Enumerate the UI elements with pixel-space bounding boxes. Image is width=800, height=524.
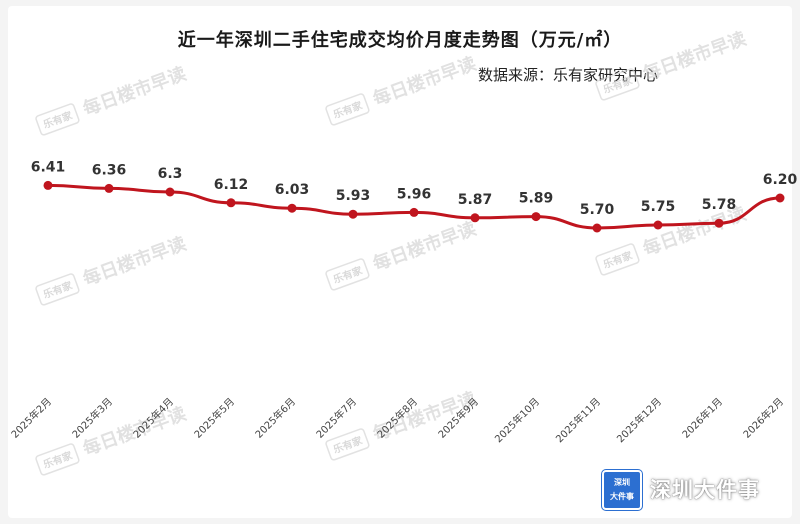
data-label: 5.87 bbox=[458, 192, 493, 208]
watermark-logo: 乐有家 bbox=[601, 73, 635, 96]
x-tick-label: 2026年2月 bbox=[740, 395, 786, 441]
data-label: 5.75 bbox=[641, 199, 676, 215]
watermark-text: 每日楼市早读 bbox=[640, 28, 749, 86]
x-tick-label: 2025年2月 bbox=[8, 395, 54, 441]
watermark-logo: 乐有家 bbox=[601, 248, 635, 271]
data-point bbox=[531, 212, 541, 222]
badge-line1: 深圳 bbox=[614, 478, 630, 487]
data-label: 5.70 bbox=[580, 202, 615, 218]
watermark-logo: 乐有家 bbox=[331, 263, 365, 286]
chart-card: 近一年深圳二手住宅成交均价月度走势图（万元/㎡） 数据来源：乐有家研究中心 bbox=[8, 6, 792, 518]
labels-layer: 6.41 6.36 6.3 6.12 6.03 5.93 5.96 5.87 5.89 5.70 5… bbox=[31, 159, 798, 218]
data-label: 6.20 bbox=[763, 172, 798, 188]
x-tick-label: 2026年1月 bbox=[679, 395, 725, 441]
data-label: 5.89 bbox=[519, 191, 554, 207]
data-point bbox=[165, 187, 175, 197]
watermark-logo: 乐有家 bbox=[331, 433, 365, 456]
data-label: 6.41 bbox=[31, 159, 66, 175]
watermark-text: 每日楼市早读 bbox=[80, 233, 189, 291]
data-point bbox=[226, 198, 236, 208]
brand-logo-icon: 深圳 大件事 bbox=[602, 470, 642, 510]
points-layer bbox=[43, 180, 785, 233]
data-label: 6.36 bbox=[92, 162, 127, 178]
data-source: 数据来源：乐有家研究中心 bbox=[478, 66, 659, 84]
data-label: 5.78 bbox=[702, 197, 737, 213]
x-tick-label: 2025年6月 bbox=[252, 395, 298, 441]
x-tick-label: 2025年11月 bbox=[553, 395, 603, 445]
data-point bbox=[592, 223, 602, 233]
data-point bbox=[104, 183, 114, 193]
data-point bbox=[714, 218, 724, 228]
x-tick-label: 2025年5月 bbox=[191, 395, 237, 441]
data-label: 6.12 bbox=[214, 177, 249, 193]
watermark-text: 每日楼市早读 bbox=[370, 218, 479, 276]
data-point bbox=[43, 180, 53, 190]
watermark-logo: 乐有家 bbox=[41, 448, 75, 471]
data-label: 5.96 bbox=[397, 186, 432, 202]
data-point bbox=[470, 213, 480, 223]
watermark-text: 每日楼市早读 bbox=[370, 53, 479, 111]
watermark-logo: 乐有家 bbox=[41, 278, 75, 301]
data-point bbox=[348, 209, 358, 219]
watermark-logo: 乐有家 bbox=[331, 98, 365, 121]
data-point bbox=[775, 193, 785, 203]
data-label: 6.3 bbox=[158, 166, 183, 182]
watermark-logo: 乐有家 bbox=[41, 108, 75, 131]
brand-name: 深圳大件事 bbox=[650, 478, 760, 502]
badge-line2: 大件事 bbox=[610, 492, 634, 501]
x-tick-label: 2025年7月 bbox=[313, 395, 359, 441]
data-label: 6.03 bbox=[275, 182, 310, 198]
data-label: 5.93 bbox=[336, 188, 371, 204]
x-tick-label: 2025年12月 bbox=[614, 395, 664, 445]
chart-title: 近一年深圳二手住宅成交均价月度走势图（万元/㎡） bbox=[177, 30, 623, 51]
data-point bbox=[409, 207, 419, 217]
watermark-text: 每日楼市早读 bbox=[80, 63, 189, 121]
data-point bbox=[653, 220, 663, 230]
x-tick-label: 2025年10月 bbox=[492, 395, 542, 445]
data-point bbox=[287, 203, 297, 213]
